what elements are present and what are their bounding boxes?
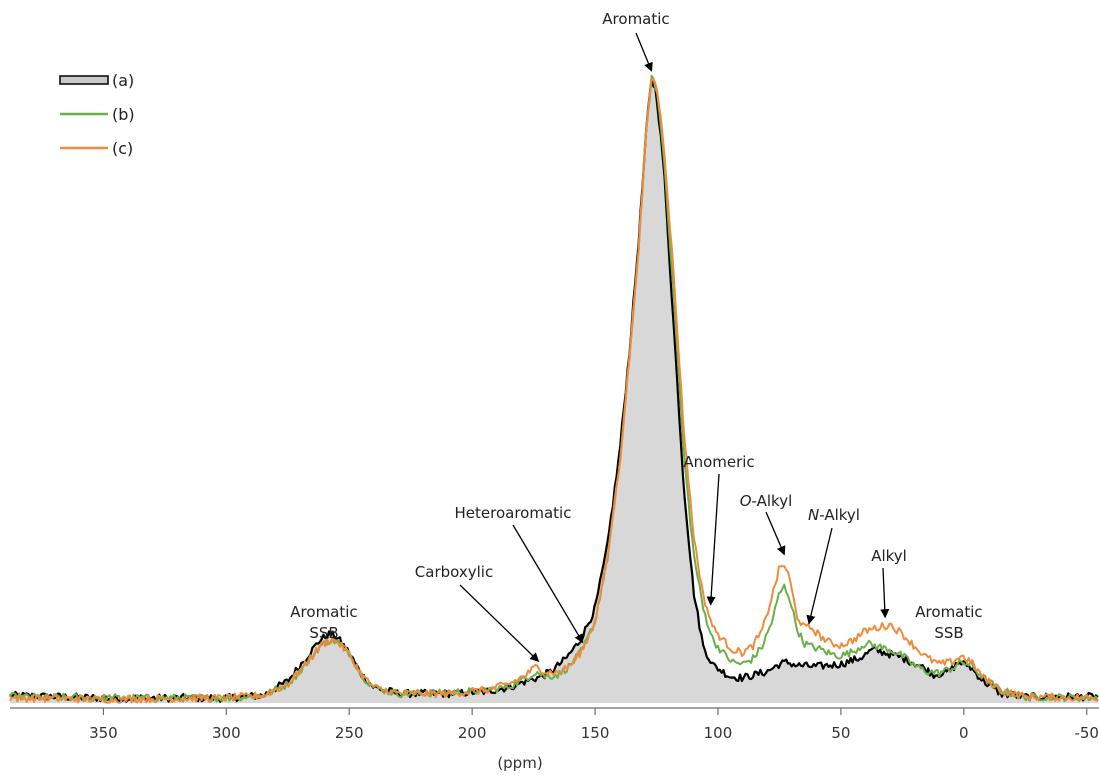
annotation-arrow <box>706 473 720 606</box>
x-tick-label: 200 <box>458 724 487 742</box>
legend-label: (c) <box>112 139 133 158</box>
x-tick-label: 0 <box>959 724 969 742</box>
x-axis: 350 300 250 200 150 100 50 0 -50 (ppm) <box>10 707 1099 772</box>
annotation-aromatic-ssb-left: Aromatic SSB <box>290 603 357 642</box>
annotation-label: Anomeric <box>683 453 754 471</box>
annotations: Aromatic Anomeric O-Alkyl N-Alkyl Alkyl Heter… <box>290 10 983 662</box>
annotation-arrow <box>765 511 786 556</box>
annotation-aromatic-top: Aromatic <box>602 10 670 72</box>
annotation-label: Alkyl <box>871 547 907 565</box>
annotation-arrow <box>635 32 653 72</box>
annotation-o-alkyl: O-Alkyl <box>740 492 793 556</box>
x-tick-label: 300 <box>212 724 241 742</box>
x-axis-title: (ppm) <box>497 754 542 772</box>
x-axis-ticks: 350 300 250 200 150 100 50 0 -50 <box>89 708 1099 742</box>
plot-area <box>9 74 1099 704</box>
legend-entry: (c) <box>60 139 133 158</box>
x-tick-label: 50 <box>831 724 850 742</box>
annotation-label: Carboxylic <box>415 563 493 581</box>
x-tick-label: -50 <box>1074 724 1099 742</box>
annotation-anomeric: Anomeric <box>683 453 755 606</box>
annotation-arrow <box>880 567 890 619</box>
annotation-label: SSB <box>309 624 338 642</box>
annotation-aromatic-ssb-right: Aromatic SSB <box>915 603 982 642</box>
annotation-label: Aromatic <box>915 603 982 621</box>
annotation-label: Aromatic <box>602 10 669 28</box>
legend-swatch <box>59 75 109 85</box>
annotation-label: SSB <box>934 624 963 642</box>
annotation-arrow <box>512 524 584 644</box>
legend-label: (a) <box>112 71 134 90</box>
annotation-label: N-Alkyl <box>808 506 860 524</box>
x-tick-label: 250 <box>335 724 364 742</box>
annotation-heteroaromatic: Heteroaromatic <box>455 504 584 644</box>
annotation-alkyl: Alkyl <box>871 547 907 619</box>
series-c-line <box>9 77 1099 704</box>
x-tick-label: 150 <box>581 724 610 742</box>
annotation-n-alkyl: N-Alkyl <box>806 506 860 625</box>
annotation-arrow <box>459 584 540 662</box>
legend-label: (b) <box>112 105 135 124</box>
annotation-label: O-Alkyl <box>740 492 793 510</box>
legend-entry: (b) <box>60 105 135 124</box>
annotation-carboxylic: Carboxylic <box>415 563 540 662</box>
x-tick-label: 100 <box>704 724 733 742</box>
annotation-arrow <box>806 527 833 625</box>
legend-entry: (a) <box>59 71 134 90</box>
legend: (a) (b) (c) <box>59 71 135 158</box>
series-layer <box>9 74 1099 704</box>
annotation-label: Aromatic <box>290 603 357 621</box>
annotation-label: Heteroaromatic <box>455 504 572 522</box>
x-tick-label: 350 <box>89 724 118 742</box>
